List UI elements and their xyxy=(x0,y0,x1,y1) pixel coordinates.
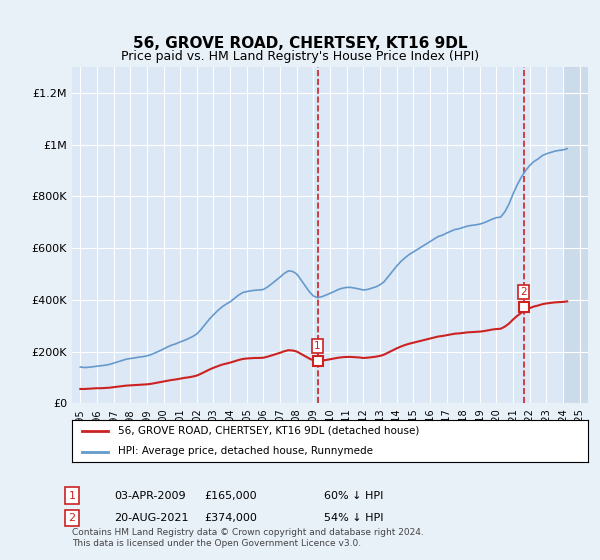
Text: 54% ↓ HPI: 54% ↓ HPI xyxy=(324,513,383,523)
Text: £165,000: £165,000 xyxy=(204,491,257,501)
Text: 60% ↓ HPI: 60% ↓ HPI xyxy=(324,491,383,501)
Text: HPI: Average price, detached house, Runnymede: HPI: Average price, detached house, Runn… xyxy=(118,446,373,456)
Text: 2: 2 xyxy=(520,287,527,297)
Text: Price paid vs. HM Land Registry's House Price Index (HPI): Price paid vs. HM Land Registry's House … xyxy=(121,50,479,63)
Text: £374,000: £374,000 xyxy=(204,513,257,523)
Text: 20-AUG-2021: 20-AUG-2021 xyxy=(114,513,188,523)
Text: 56, GROVE ROAD, CHERTSEY, KT16 9DL: 56, GROVE ROAD, CHERTSEY, KT16 9DL xyxy=(133,36,467,52)
Text: 1: 1 xyxy=(68,491,76,501)
Text: Contains HM Land Registry data © Crown copyright and database right 2024.
This d: Contains HM Land Registry data © Crown c… xyxy=(72,528,424,548)
Text: 2: 2 xyxy=(68,513,76,523)
Text: 03-APR-2009: 03-APR-2009 xyxy=(114,491,185,501)
Bar xyxy=(563,67,588,403)
Text: 1: 1 xyxy=(314,342,321,351)
Text: 56, GROVE ROAD, CHERTSEY, KT16 9DL (detached house): 56, GROVE ROAD, CHERTSEY, KT16 9DL (deta… xyxy=(118,426,420,436)
